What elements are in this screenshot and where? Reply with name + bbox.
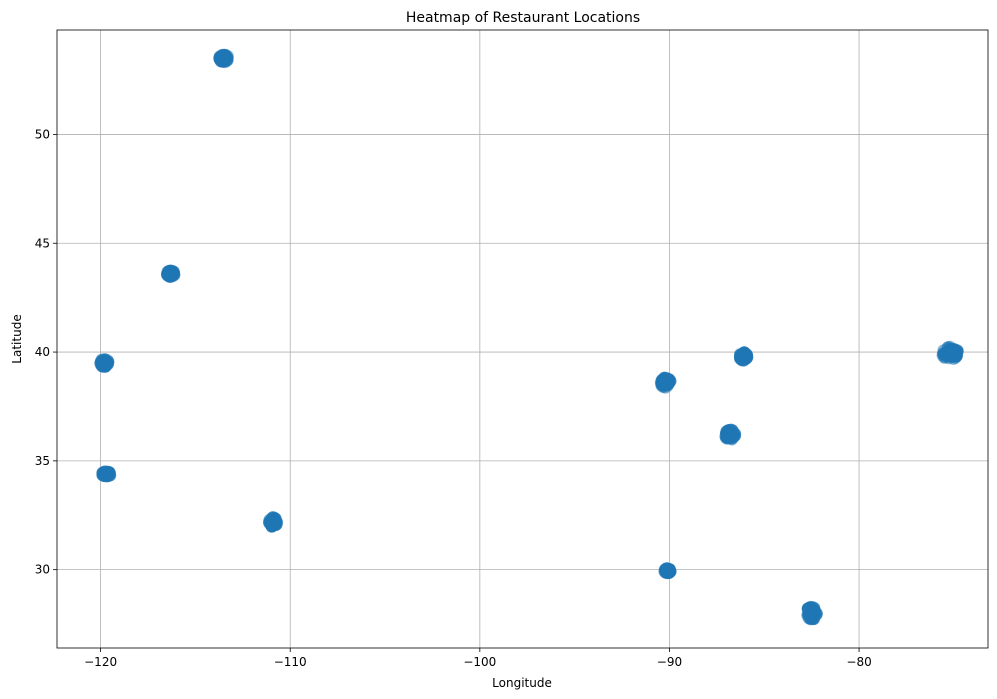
x-axis-ticks: −120 −110 −100 −90 −80 bbox=[84, 648, 872, 669]
cluster-4 bbox=[263, 511, 284, 533]
cluster-0 bbox=[213, 48, 234, 69]
y-axis-ticks: 30 35 40 45 50 bbox=[35, 127, 57, 577]
cluster-6 bbox=[734, 346, 754, 367]
cluster-5 bbox=[654, 371, 677, 394]
data-point bbox=[101, 467, 114, 479]
x-tick-label: −80 bbox=[846, 655, 871, 669]
data-points bbox=[94, 48, 964, 626]
y-tick-label: 40 bbox=[35, 345, 50, 359]
cluster-7 bbox=[719, 423, 742, 446]
x-tick-label: −110 bbox=[274, 655, 307, 669]
data-point bbox=[949, 346, 962, 359]
x-tick-label: −90 bbox=[657, 655, 682, 669]
chart-title: Heatmap of Restaurant Locations bbox=[406, 10, 640, 26]
cluster-1 bbox=[160, 264, 181, 283]
cluster-8 bbox=[936, 340, 964, 365]
y-tick-label: 35 bbox=[35, 454, 50, 468]
data-point bbox=[740, 352, 753, 365]
data-point bbox=[94, 358, 107, 371]
cluster-3 bbox=[96, 465, 117, 483]
x-tick-label: −100 bbox=[463, 655, 496, 669]
y-axis-label: Latitude bbox=[10, 314, 24, 363]
data-point bbox=[656, 375, 669, 388]
data-point bbox=[662, 567, 675, 579]
data-point bbox=[216, 49, 229, 62]
cluster-2 bbox=[94, 353, 115, 373]
y-tick-label: 45 bbox=[35, 236, 50, 250]
data-point bbox=[805, 605, 818, 618]
x-tick-label: −120 bbox=[84, 655, 117, 669]
plot-frame bbox=[56, 29, 989, 649]
data-point bbox=[267, 516, 280, 529]
x-axis-label: Longitude bbox=[492, 676, 552, 690]
cluster-10 bbox=[801, 600, 823, 626]
data-point bbox=[163, 268, 176, 281]
y-tick-label: 30 bbox=[35, 563, 50, 577]
y-tick-label: 50 bbox=[35, 127, 50, 141]
grid-lines bbox=[57, 30, 988, 648]
data-point bbox=[726, 424, 739, 437]
cluster-9 bbox=[658, 562, 677, 580]
